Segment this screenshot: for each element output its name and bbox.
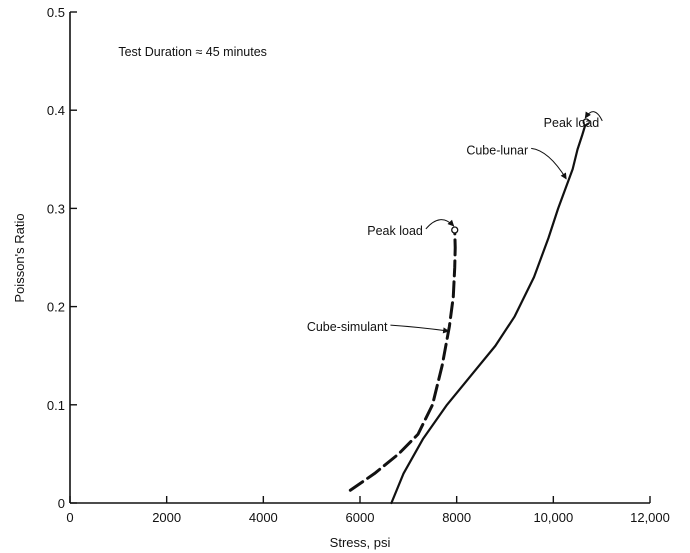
x-tick-label: 2000 <box>152 510 181 525</box>
annotation-leader <box>390 324 449 332</box>
peak-load-marker <box>451 226 459 234</box>
y-axis-ticks: 0 0.1 0.2 0.3 0.4 0.5 <box>47 5 77 511</box>
series-layer <box>348 118 590 505</box>
x-tick-label: 10,000 <box>533 510 573 525</box>
annotation-label: Cube-simulant <box>307 320 388 334</box>
annotation-label: Peak load <box>367 224 423 238</box>
y-tick-label: 0 <box>58 496 65 511</box>
x-axis-ticks: 0 2000 4000 6000 8000 10,000 12,000 <box>66 496 670 525</box>
y-axis-title: Poisson's Ratio <box>12 213 27 302</box>
series-line-cube-simulant <box>348 228 457 492</box>
x-axis-title: Stress, psi <box>330 535 391 550</box>
x-tick-label: 4000 <box>249 510 278 525</box>
x-tick-label: 6000 <box>346 510 375 525</box>
x-tick-label: 0 <box>66 510 73 525</box>
y-tick-label: 0.2 <box>47 300 65 315</box>
annotation-arrowhead <box>447 219 455 227</box>
annotation-label: Peak load <box>544 116 600 130</box>
annotation-layer: Test Duration ≈ 45 minutes Peak load Cube-… <box>118 45 603 334</box>
annotation-label: Cube-lunar <box>466 143 528 157</box>
annotation-arrowhead <box>560 172 567 180</box>
plot-area: 0 2000 4000 6000 8000 10,000 12,000 0 0.1 0.2 0.3… <box>47 5 670 525</box>
annotation-arrowhead <box>442 327 450 334</box>
x-tick-label: 12,000 <box>630 510 670 525</box>
y-tick-label: 0.3 <box>47 201 65 216</box>
peak-load-marker <box>582 118 590 126</box>
x-tick-label: 8000 <box>442 510 471 525</box>
annotation-leader <box>531 147 567 180</box>
series-line-cube-lunar <box>390 120 588 505</box>
y-tick-label: 0.4 <box>47 103 65 118</box>
y-tick-label: 0.5 <box>47 5 65 20</box>
annotation-label: Test Duration ≈ 45 minutes <box>118 45 267 59</box>
annotation-arrowhead <box>584 111 591 119</box>
y-tick-label: 0.1 <box>47 398 65 413</box>
